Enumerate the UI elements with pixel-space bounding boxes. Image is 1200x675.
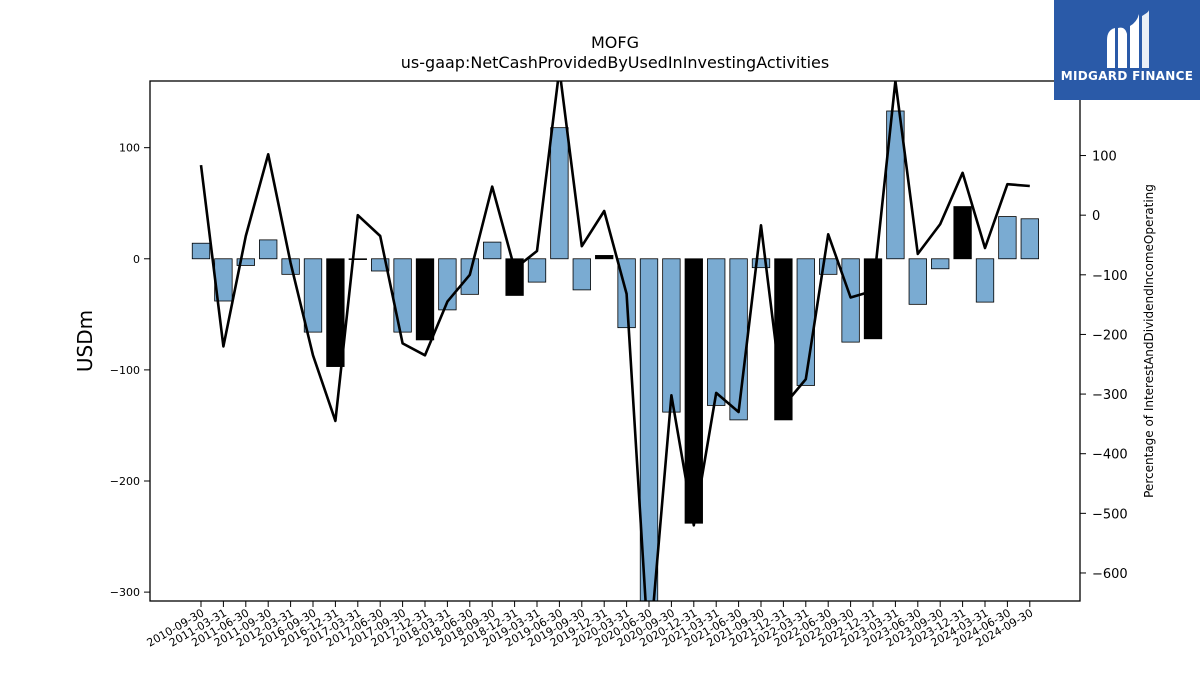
y2-tick-label: −400 [1092,448,1128,463]
y-tick-label: 100 [119,142,140,155]
bar-2022-03-31 [796,258,815,386]
bar-2019-09-30 [572,258,591,291]
bar-2019-03-31 [527,258,547,283]
y-tick-label: −300 [110,586,140,599]
plot-frame [149,80,1081,602]
y2-axis-label: Percentage of InterestAndDividendIncomeO… [1142,184,1156,498]
bar-2020-06-30 [639,258,659,601]
midgard-logo-icon [1107,10,1149,69]
bar-2018-12-31 [505,258,524,296]
brand-name: MIDGARD FINANCE [1060,69,1194,83]
y2-tick-label: −600 [1092,567,1128,582]
bar-group [191,110,1039,601]
bar-2017-12-31 [415,258,435,341]
y2-tick-label: 0 [1092,209,1100,224]
y-tick-label: −200 [110,475,140,488]
bar-2011-06-30 [236,258,255,266]
y2-tick-label: 100 [1092,150,1117,165]
y2-tick-label: −200 [1092,328,1128,343]
bar-2019-12-31 [595,255,614,260]
bar-2023-03-31 [886,110,905,260]
x-axis: 2010-09-302011-03-312011-06-302011-09-30… [145,601,1035,650]
y-tick-label: −100 [110,364,140,377]
bar-2023-12-31 [953,206,972,260]
y2-tick-label: −100 [1092,269,1128,284]
bar-2024-03-31 [975,258,995,303]
bar-2017-09-30 [393,258,412,333]
chart-subtitle: us-gaap:NetCashProvidedByUsedInInvesting… [401,53,829,72]
chart-title: MOFG [591,33,639,52]
bar-2011-09-30 [259,239,278,260]
bar-2021-03-31 [707,258,726,406]
brand-logo: MIDGARD FINANCE [1054,0,1200,100]
bar-2018-09-30 [483,241,502,260]
y-tick-label: 0 [133,253,140,266]
y-axis-left: −300 −200 −100 0 100 [110,142,150,599]
bar-2016-12-31 [326,258,345,367]
bar-2017-03-31 [348,258,367,260]
line-series [199,81,1030,601]
bar-2022-12-31 [863,258,883,340]
bar-2010-09-30 [191,242,211,260]
bar-2016-09-30 [303,258,323,333]
bar-2024-06-30 [998,216,1017,260]
bar-2019-06-30 [550,127,569,260]
y-axis-right: −600 −500 −400 −300 −200 −100 0 100 [1080,150,1128,582]
bar-2021-06-30 [729,258,748,421]
bar-2021-09-30 [751,258,771,269]
bar-2020-09-30 [662,258,681,413]
y-axis-label: USDm [73,310,97,372]
bar-2023-09-30 [931,258,950,270]
bar-2023-06-30 [908,258,927,305]
bar-2024-09-30 [1020,218,1039,260]
y2-tick-label: −500 [1092,507,1128,522]
line-group [199,81,1030,601]
y2-tick-label: −300 [1092,388,1128,403]
bar-2022-09-30 [841,258,860,343]
